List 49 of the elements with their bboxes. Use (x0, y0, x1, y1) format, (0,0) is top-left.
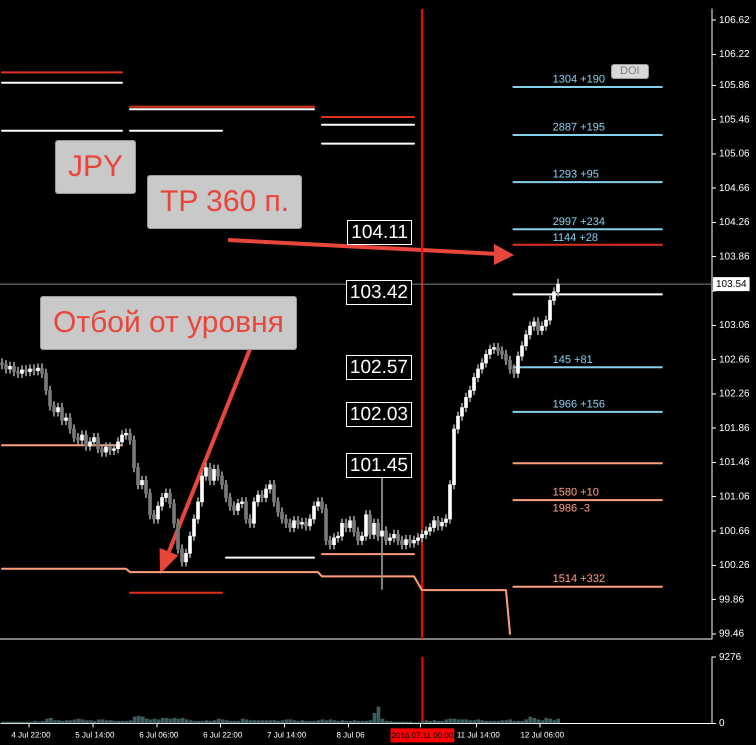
x-tick-label: 8 Jul 06 (336, 730, 366, 740)
annotation: 1293 +95 (552, 168, 599, 181)
annotation: 2997 +234 (552, 216, 605, 228)
annotation: 1580 +10 (552, 486, 599, 499)
x-tick-label: 12 Jul 06:00 (520, 730, 565, 740)
y-tick-label: 105.46 (719, 114, 750, 126)
y-tick-label: 103.06 (719, 320, 750, 332)
annotation: JPY (55, 140, 136, 194)
y-tick-label: 101.06 (719, 491, 750, 502)
annotation: 145 +81 (552, 354, 593, 366)
annotation: 102.57 (346, 355, 412, 380)
y-tick-label: 106.22 (719, 49, 750, 60)
annotation: 101.45 (346, 453, 412, 478)
ref-line-label: 103.54 (716, 278, 748, 290)
y-tick-label: 102.26 (719, 388, 750, 400)
y-tick-label: 104.66 (719, 182, 750, 194)
y-tick-label: 102.66 (719, 354, 750, 366)
annotation: Отбой от уровня (40, 296, 297, 350)
y-tick-label: 105.06 (719, 148, 750, 160)
y-tick-label: 100.26 (719, 560, 750, 572)
annotation: 2887 +195 (552, 122, 605, 134)
annotation: DOI (611, 64, 649, 79)
x-tick-label: 5 Jul 14:00 (75, 730, 115, 740)
x-tick-label: 7 Jul 14:00 (267, 730, 307, 740)
annotation: 1514 +332 (552, 573, 605, 586)
annotation: 103.42 (346, 280, 412, 305)
annotation: 1304 +190 (552, 74, 605, 86)
annotation: 104.11 (347, 220, 412, 245)
annotation: 1966 +156 (552, 398, 605, 410)
y-tick-label: 101.46 (719, 457, 750, 468)
y-tick-label: 99.86 (719, 594, 744, 606)
annotation: 1144 +28 (552, 232, 598, 244)
annotation: 1986 -3 (552, 502, 590, 515)
y-tick-label: 106.62 (719, 14, 750, 26)
x-tick-label: 6 Jul 06:00 (139, 730, 179, 740)
y-tick-label: 105.86 (719, 80, 750, 92)
x-tick-label: 6 Jul 22:00 (203, 730, 243, 740)
x-tick-label: 11 Jul 14:00 (456, 730, 500, 740)
y-tick-label: 101.86 (719, 422, 750, 434)
y-tick-label: 0 (719, 718, 725, 730)
y-tick-label: 9276 (719, 652, 742, 663)
x-tick-label: 2016.07.11 00:00 (392, 731, 454, 740)
annotation: TP 360 п. (147, 175, 302, 229)
y-tick-label: 100.66 (719, 526, 750, 537)
annotation: 102.03 (346, 402, 412, 427)
x-tick-label: 4 Jul 22:00 (11, 730, 52, 740)
y-tick-label: 103.86 (719, 251, 750, 262)
y-tick-label: 104.26 (719, 217, 750, 228)
y-tick-label: 99.46 (719, 628, 744, 640)
